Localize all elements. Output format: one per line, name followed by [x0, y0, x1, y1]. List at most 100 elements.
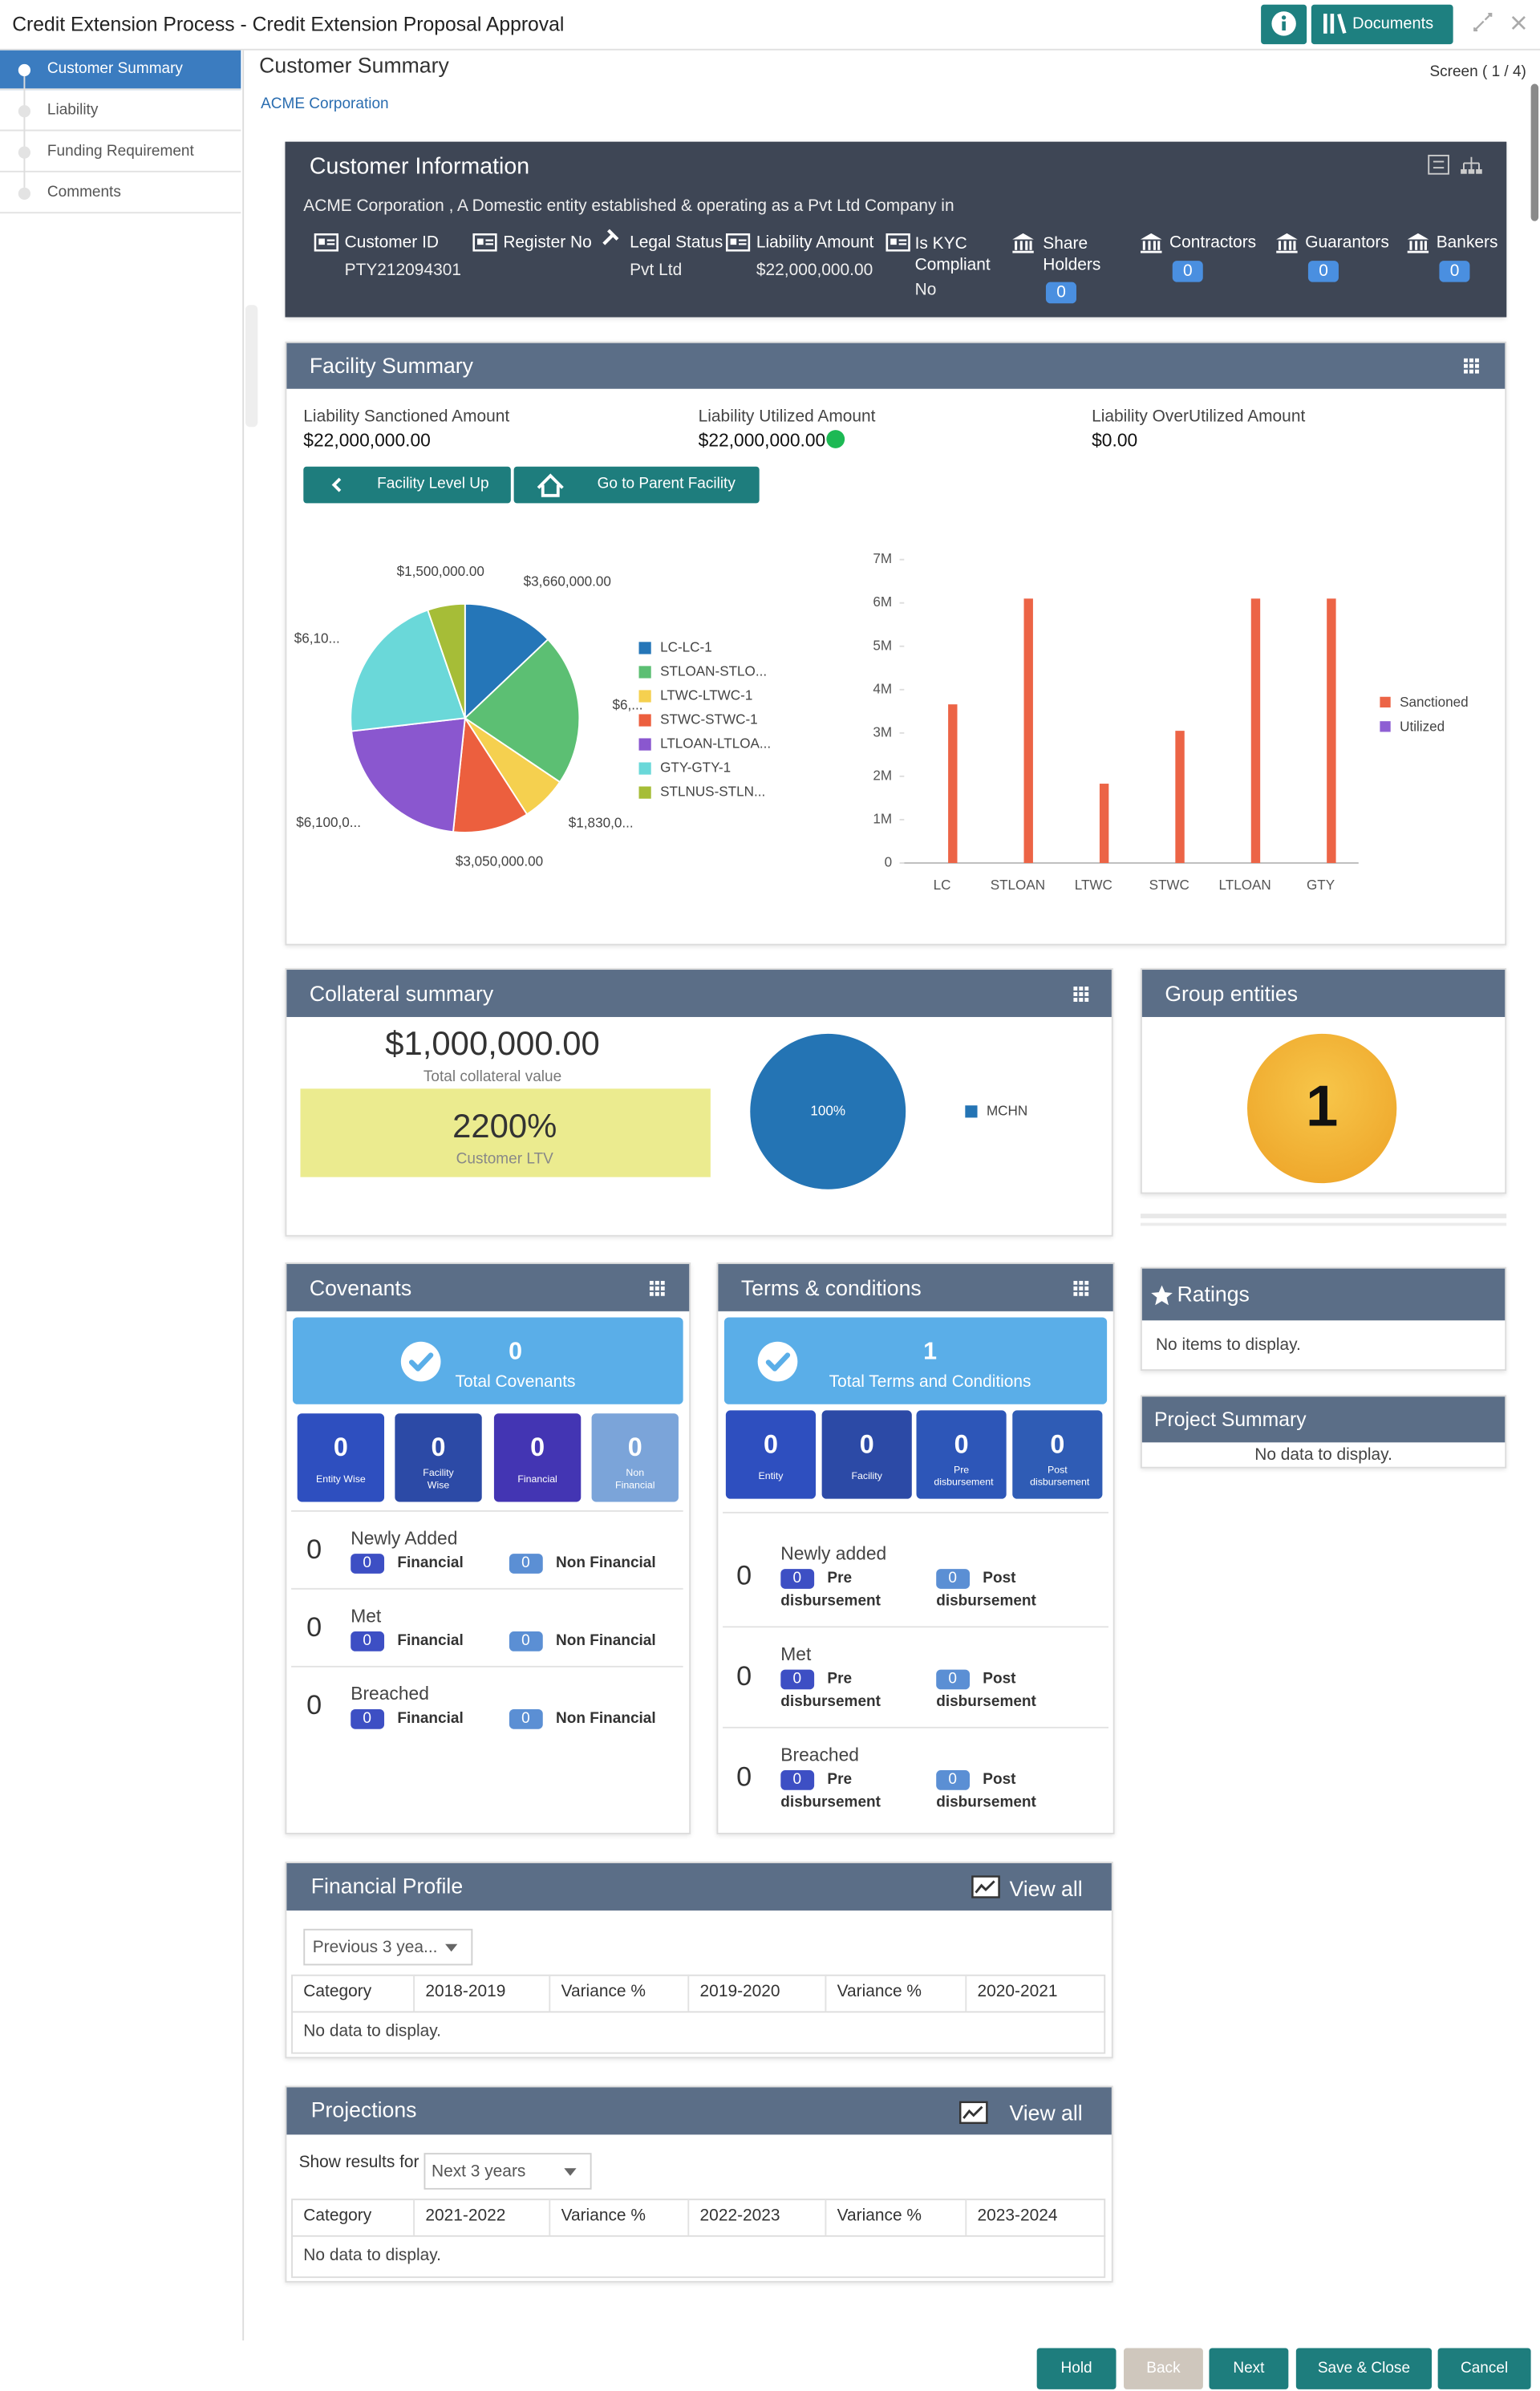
- column-divider: [965, 2199, 967, 2235]
- group-count-circle: [1247, 1033, 1397, 1184]
- period-select[interactable]: [303, 1928, 473, 1966]
- select-arrow[interactable]: [564, 2168, 577, 2176]
- panel-title: Projections: [310, 2097, 417, 2122]
- view-all-icon[interactable]: [971, 1875, 1001, 1899]
- panel-title: Collateral summary: [309, 981, 494, 1006]
- column-header: Category: [303, 1983, 372, 2001]
- count-tile: [297, 1413, 385, 1502]
- legend-swatch: [638, 786, 651, 799]
- legend-swatch: [1380, 696, 1391, 708]
- splitter-handle[interactable]: [245, 305, 258, 428]
- panel-header: [286, 1263, 690, 1311]
- tile-count: 0: [763, 1429, 778, 1459]
- y-tick-label: 7M: [873, 551, 892, 566]
- financial-table: [291, 1974, 1106, 2054]
- row-item: 0 Non Financial: [509, 1708, 677, 1731]
- column-header: Variance %: [561, 2207, 646, 2226]
- sidebar-steps: [18, 63, 31, 201]
- y-tick-label: 1M: [873, 811, 892, 826]
- collateral-total: $1,000,000.00: [385, 1024, 600, 1063]
- pie-slice: [452, 715, 529, 833]
- tile-label: Facility: [851, 1471, 882, 1482]
- bar: [1023, 598, 1033, 863]
- pie-slice: [350, 609, 467, 732]
- tile-label: Entity Wise: [315, 1474, 366, 1485]
- row-label: Met: [351, 1605, 382, 1627]
- sidebar-item[interactable]: Funding Requirement: [0, 132, 241, 172]
- panel-header: [1141, 1268, 1506, 1321]
- button-label: Facility Level Up: [377, 476, 489, 493]
- count-badge: 0: [780, 1569, 814, 1589]
- slice-label: $3,050,000.00: [456, 853, 543, 869]
- field-label: Legal Status: [630, 233, 723, 253]
- scrollbar[interactable]: [1530, 83, 1539, 221]
- count-tile: [493, 1413, 582, 1502]
- tile-label: Non Financial: [615, 1468, 655, 1492]
- item-label: Post disbursement: [936, 1771, 1036, 1812]
- legend-label: LTWC-LTWC-1: [660, 688, 752, 703]
- tile-count: 0: [333, 1433, 348, 1462]
- column-header: 2019-2020: [699, 1983, 780, 2001]
- count-badge: 0: [936, 1569, 970, 1589]
- period-select[interactable]: [424, 2153, 592, 2190]
- select-arrow[interactable]: [445, 1943, 458, 1952]
- amount-value: $0.00: [1092, 429, 1138, 452]
- y-tick-label: 4M: [873, 681, 892, 696]
- count-badge: 0: [780, 1770, 814, 1790]
- bar: [1250, 598, 1261, 863]
- view-all-icon[interactable]: [958, 2101, 988, 2125]
- ltv-value: 2200%: [452, 1106, 557, 1145]
- tile-label: Financial: [517, 1474, 557, 1485]
- panel-title: Project Summary: [1154, 1407, 1307, 1431]
- panel-title: Financial Profile: [310, 1873, 464, 1898]
- sidebar-item[interactable]: Customer Summary: [0, 50, 241, 91]
- sidebar-item[interactable]: Liability: [0, 91, 241, 132]
- amount-label: Liability Utilized Amount: [698, 407, 876, 427]
- parent-facility-button[interactable]: [513, 466, 760, 504]
- column-header: Variance %: [837, 1983, 922, 2001]
- sidebar-divider: [242, 50, 245, 2341]
- panel-title: Covenants: [309, 1275, 412, 1300]
- count-badge: 0: [351, 1709, 384, 1729]
- column-divider: [549, 2199, 551, 2235]
- select-value: Previous 3 yea...: [312, 1938, 438, 1957]
- next-button[interactable]: Next: [1209, 2348, 1289, 2389]
- legend-swatch: [638, 642, 651, 654]
- row-item: 0 Non Financial: [509, 1552, 677, 1575]
- field-value: No: [914, 281, 937, 300]
- row-label: Met: [780, 1643, 812, 1665]
- slice-label: $3,660,000.00: [524, 573, 611, 589]
- customer-link: ACME Corporation: [261, 95, 389, 113]
- count-badge: 0: [936, 1669, 970, 1690]
- sidebar-item[interactable]: Comments: [0, 174, 241, 214]
- tile-label: Facility Wise: [423, 1468, 454, 1492]
- amount-value: $22,000,000.00: [698, 429, 826, 452]
- row-count: 0: [306, 1611, 322, 1643]
- facility-level-up-button[interactable]: [303, 466, 511, 504]
- column-divider: [549, 1974, 551, 2012]
- slice-label: 100%: [810, 1103, 845, 1118]
- field-label: Bankers: [1436, 233, 1498, 253]
- legend-swatch: [638, 762, 651, 775]
- row-label: Breached: [780, 1744, 859, 1765]
- field-value: $22,000,000.00: [756, 261, 873, 280]
- count-badge: 0: [936, 1770, 970, 1790]
- y-tick-label: 2M: [873, 768, 892, 783]
- row-count: 0: [736, 1761, 752, 1793]
- view-all-link[interactable]: View all: [1009, 1876, 1083, 1901]
- field-label: Guarantors: [1305, 233, 1389, 253]
- cancel-button[interactable]: Cancel: [1437, 2348, 1531, 2389]
- count-badge: 0: [1439, 261, 1470, 282]
- legend-label: GTY-GTY-1: [660, 760, 731, 776]
- documents-button[interactable]: [1311, 4, 1453, 45]
- total-count: 1: [923, 1339, 938, 1366]
- legend-label: Sanctioned: [1400, 695, 1469, 710]
- view-all-link[interactable]: View all: [1009, 2100, 1083, 2126]
- hold-button[interactable]: Hold: [1036, 2348, 1116, 2389]
- save-close-button[interactable]: Save & Close: [1295, 2348, 1433, 2389]
- amount-value: $22,000,000.00: [303, 429, 431, 452]
- item-label: Financial: [397, 1555, 464, 1572]
- legend-swatch: [638, 666, 651, 679]
- legend-swatch: [965, 1105, 978, 1118]
- x-tick-label: GTY: [1307, 877, 1335, 893]
